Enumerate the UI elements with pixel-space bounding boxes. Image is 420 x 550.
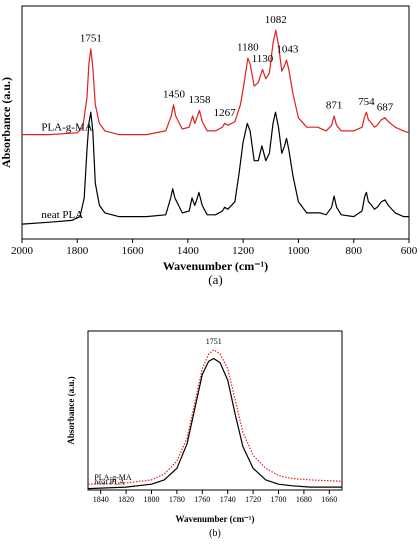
peak-label-a-9: 754: [358, 96, 375, 108]
peak-label-a-4: 1180: [237, 42, 259, 54]
x-tick-label-a-1: 1800: [66, 245, 89, 257]
x-tick-label-a-0: 2000: [11, 245, 34, 257]
x-tick-label-a-5: 1000: [287, 245, 310, 257]
x-tick-label-b-6: 1720: [245, 495, 261, 504]
x-tick-label-b-1: 1820: [118, 495, 134, 504]
peak-label-a-10: 687: [377, 101, 394, 113]
y-axis-title-a: Absorbance (a.u.): [0, 77, 13, 168]
peak-label-a-8: 871: [326, 100, 343, 112]
series-label-b-1: neat PLA: [94, 478, 125, 487]
x-tick-label-b-2: 1800: [144, 495, 160, 504]
peak-label-a-2: 1358: [188, 94, 211, 106]
x-tick-label-a-4: 1200: [232, 245, 255, 257]
x-tick-label-b-8: 1680: [296, 495, 312, 504]
x-tick-label-a-6: 800: [345, 245, 362, 257]
peak-label-a-3: 1267: [214, 107, 237, 119]
series-label-a-0: PLA-g-MA: [41, 122, 92, 134]
x-tick-label-b-5: 1740: [220, 495, 236, 504]
series-label-b-0: PLA-g-MA: [94, 473, 132, 482]
y-axis-title-b: Absorbance (a.u.): [66, 376, 76, 444]
x-tick-label-b-0: 1840: [93, 495, 109, 504]
peak-label-a-0: 1751: [80, 32, 102, 44]
x-tick-label-a-7: 600: [401, 245, 418, 257]
x-tick-label-b-3: 1780: [169, 495, 185, 504]
series-line-a-0: [22, 29, 410, 136]
peak-label-a-1: 1450: [163, 88, 186, 100]
x-tick-label-a-2: 1600: [122, 245, 145, 257]
x-tick-label-b-4: 1760: [194, 495, 210, 504]
x-tick-label-a-3: 1400: [177, 245, 200, 257]
series-label-a-1: neat PLA: [41, 209, 83, 221]
plot-frame-b: [87, 330, 343, 491]
plot-frame-a: [21, 5, 410, 240]
peak-label-b-0: 1751: [206, 337, 222, 346]
peak-label-a-5: 1130: [252, 53, 274, 65]
series-line-b-1: [87, 357, 342, 490]
peak-label-a-7: 1043: [276, 44, 299, 56]
x-tick-label-b-7: 1700: [271, 495, 287, 504]
panel-label-b: (b): [209, 528, 221, 539]
x-tick-label-b-9: 1660: [321, 495, 337, 504]
series-line-b-0: [87, 349, 343, 485]
x-axis-title-b: Wavenumber (cm⁻¹): [175, 514, 254, 524]
x-axis-title-a: Wavenumber (cm⁻¹): [163, 259, 268, 273]
peak-label-a-6: 1082: [265, 14, 287, 26]
panel-label-a: (a): [208, 272, 222, 287]
series-line-a-1: [21, 111, 409, 225]
